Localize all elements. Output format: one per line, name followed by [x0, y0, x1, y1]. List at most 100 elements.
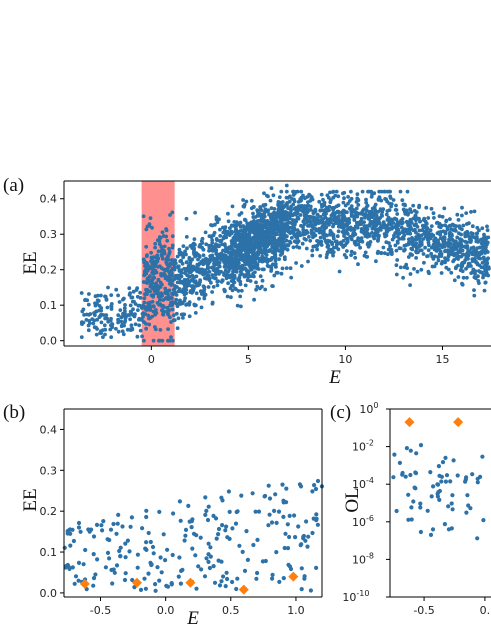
panel-a-point: [263, 246, 267, 251]
panel-a-point: [183, 281, 188, 286]
panel-a-point: [135, 334, 140, 339]
panel-a-point: [464, 211, 469, 216]
panel-a-point: [157, 242, 162, 247]
panel-a-point: [379, 189, 384, 194]
panel-b-point: [207, 565, 212, 571]
panel-a-point: [305, 207, 310, 212]
panel-a-point: [201, 253, 206, 258]
panel-a-point: [403, 243, 408, 248]
panel-a-point: [142, 300, 147, 305]
panel-a-point: [453, 266, 458, 271]
panel-a-point: [429, 206, 434, 211]
panel-b-point: [269, 520, 275, 525]
panel-c-point: [403, 474, 408, 479]
panel-a-point: [336, 203, 341, 208]
panel-a-point: [460, 248, 465, 253]
panel-b-point: [206, 541, 211, 546]
panel-a-point: [284, 195, 289, 200]
panel-a-point: [463, 231, 468, 236]
panel-a-point: [319, 229, 324, 234]
panel-a-point: [151, 255, 156, 259]
panel-a-point: [138, 296, 143, 300]
panel-b-point: [254, 576, 259, 581]
panel-a-point: [183, 249, 188, 254]
panel-a-point: [187, 314, 192, 319]
panel-b-point: [204, 556, 209, 561]
panel-a-point: [284, 189, 289, 194]
panel-a-point: [174, 274, 179, 279]
panel-a-point: [311, 209, 316, 214]
panel-c-point: [428, 532, 434, 538]
panel-a-point: [378, 228, 383, 232]
panel-a-point: [328, 190, 332, 195]
panel-a-point: [313, 222, 318, 227]
panel-a-point: [149, 265, 153, 269]
panel-b-point: [202, 574, 208, 579]
panel-b-point: [115, 521, 120, 526]
panel-b-point: [206, 559, 211, 565]
panel-a-point: [218, 234, 223, 238]
panel-a-point: [103, 332, 107, 337]
panel-a-point: [313, 216, 318, 221]
panel-a-point: [179, 271, 184, 275]
panel-a-point: [212, 230, 217, 235]
panel-a-point: [194, 291, 199, 296]
panel-b-point: [118, 545, 123, 550]
panel-a-point: [127, 286, 132, 291]
panel-c-point: [475, 536, 480, 541]
panel-a-point: [116, 317, 120, 322]
panel-a-point: [148, 316, 153, 320]
panel-a-point: [236, 289, 241, 293]
panel-a-point: [123, 303, 127, 307]
panel-a-point: [255, 239, 260, 244]
panel-a-point: [167, 275, 172, 280]
panel-b-point: [135, 552, 140, 557]
panel-a-point: [273, 264, 278, 269]
panel-a-point: [227, 255, 232, 260]
panel-a-point: [116, 313, 121, 317]
panel-a-point: [305, 220, 310, 225]
panel-b-point: [281, 514, 286, 520]
panel-a-point: [455, 212, 460, 217]
panel-a-point: [421, 252, 426, 256]
panel-a-point: [104, 298, 109, 302]
panel-a-point: [413, 213, 418, 218]
panel-a-point: [270, 284, 274, 288]
panel-a-point: [162, 244, 167, 249]
panel-a-point: [226, 219, 231, 224]
panel-a-point: [276, 224, 281, 229]
panel-a-point: [277, 205, 282, 210]
panel-a-point: [249, 239, 254, 243]
panel-a-point: [255, 262, 260, 267]
panel-c-point: [435, 482, 441, 487]
panel-a-point: [402, 248, 406, 253]
panel-a-point: [176, 264, 180, 269]
panel-c-point: [475, 476, 480, 481]
panel-a-point: [259, 216, 264, 221]
panel-b-point: [266, 523, 271, 528]
panel-c-point: [437, 497, 442, 502]
panel-a-point: [427, 271, 431, 276]
panel-b-point: [100, 528, 105, 533]
panel-a-point: [206, 258, 211, 263]
panel-a-point: [242, 202, 247, 207]
panel-a-point: [335, 234, 340, 239]
panel-a-point: [315, 213, 320, 217]
panel-c-point: [481, 518, 486, 523]
panel-a-point: [425, 237, 430, 242]
panel-a-point: [419, 240, 424, 245]
panel-a-point: [207, 278, 212, 283]
panel-a-point: [470, 251, 475, 256]
panel-a-point: [259, 208, 264, 213]
panel-b-point: [170, 552, 175, 558]
panel-a-point: [151, 338, 156, 343]
panel-b-point: [177, 499, 182, 504]
panel-a-point: [485, 224, 489, 229]
panel-a-point: [235, 257, 239, 262]
panel-b-point: [110, 581, 115, 586]
panel-a-point: [132, 314, 137, 319]
panel-a-point: [391, 198, 396, 202]
panel-a-point: [443, 256, 447, 260]
panel-a-point: [467, 221, 471, 226]
panel-a-point: [215, 279, 220, 284]
